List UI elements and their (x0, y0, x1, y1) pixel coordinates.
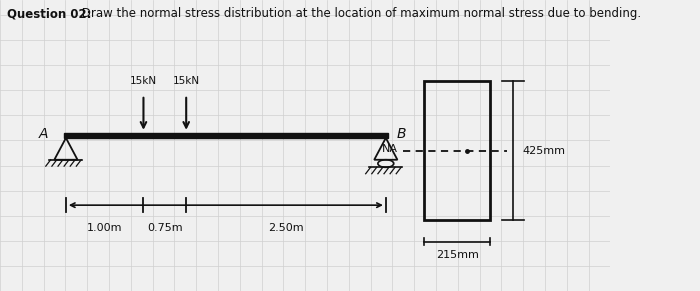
Bar (64, 133, 388, 138)
Text: Draw the normal stress distribution at the location of maximum normal stress due: Draw the normal stress distribution at t… (78, 7, 641, 20)
Text: Question 02:: Question 02: (7, 7, 92, 20)
Text: 15kN: 15kN (173, 76, 200, 86)
Text: 215mm: 215mm (436, 250, 479, 260)
Text: 2.50m: 2.50m (268, 223, 304, 233)
Text: B: B (397, 127, 406, 141)
Text: 425mm: 425mm (522, 146, 565, 156)
Text: 15kN: 15kN (130, 76, 157, 86)
Text: 1.00m: 1.00m (87, 223, 122, 233)
Text: A: A (38, 127, 48, 141)
Bar (424, 81, 490, 220)
Text: 0.75m: 0.75m (147, 223, 183, 233)
Text: NA: NA (382, 144, 398, 154)
